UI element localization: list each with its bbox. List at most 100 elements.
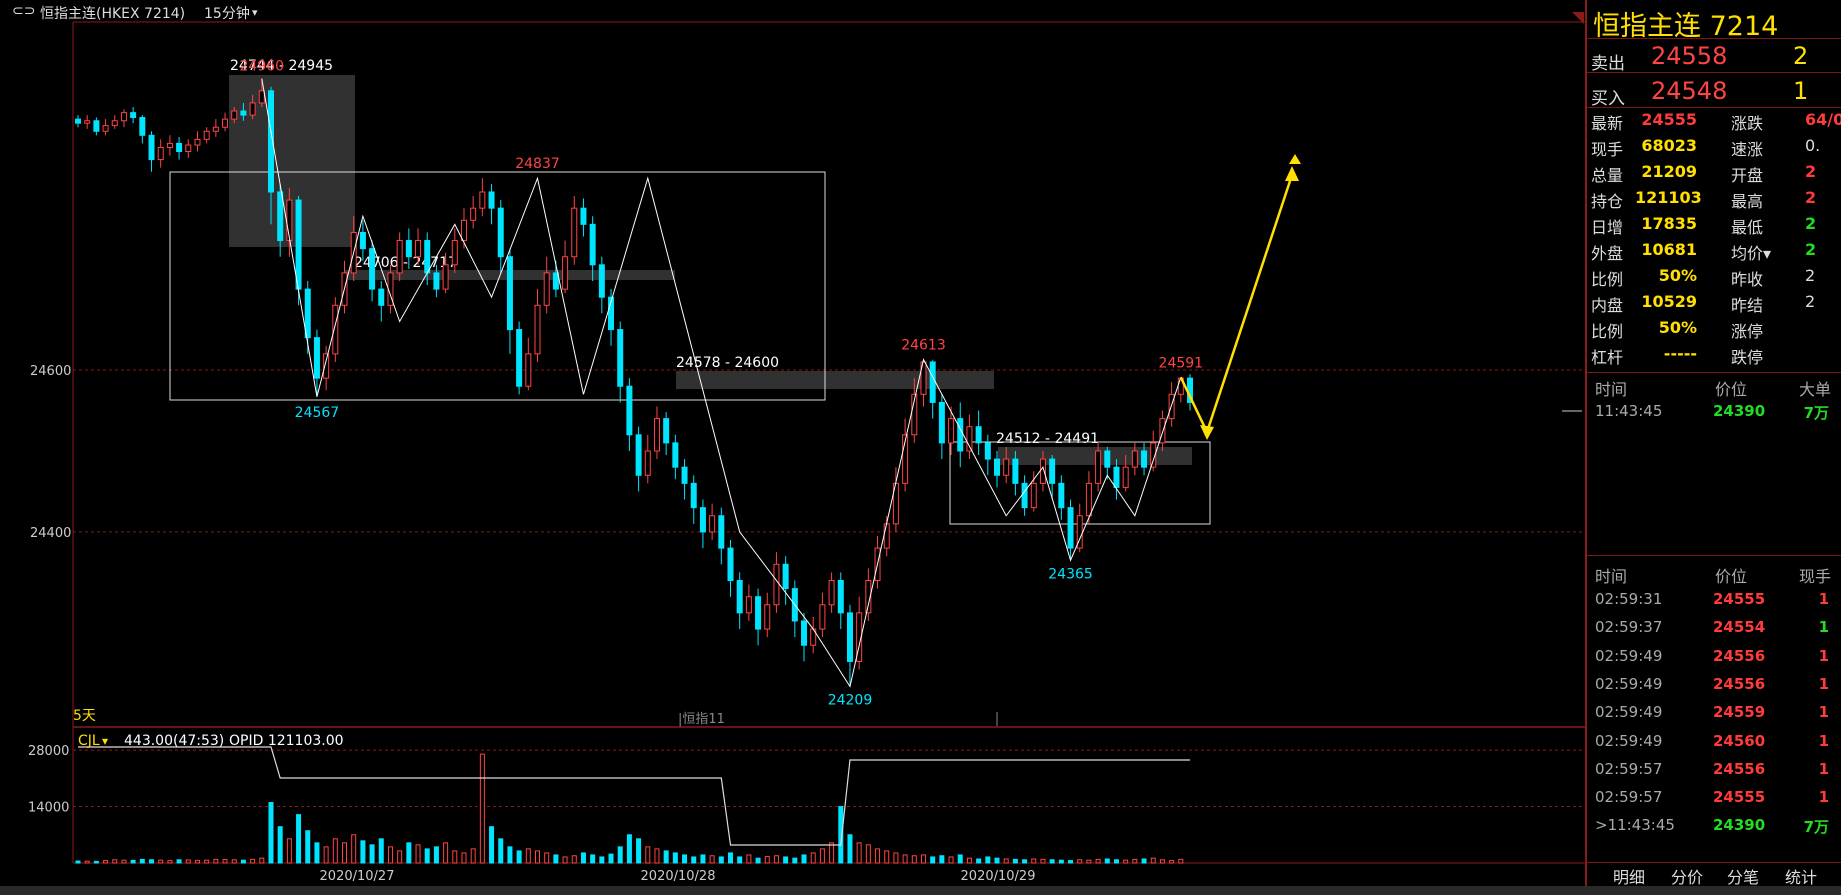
volume-bar	[884, 850, 890, 864]
zigzag-line	[261, 78, 1182, 688]
candle-body	[1021, 482, 1028, 509]
zone-label: 24706 - 24717	[354, 255, 457, 271]
target-marker	[1289, 154, 1301, 164]
candlestick-chart[interactable]: 24600 24400 24744 - 24945 24706 - 24717 2457…	[0, 0, 1585, 895]
candle-body	[938, 401, 945, 444]
volume-bar	[397, 850, 403, 864]
candle-body	[323, 353, 330, 379]
candle-body	[773, 563, 780, 606]
volume-bar	[838, 806, 844, 864]
quote-label: 杠杆	[1591, 348, 1624, 367]
tick-price: 24555	[1713, 590, 1766, 608]
volume-bar	[103, 860, 109, 864]
volume-bar	[305, 830, 311, 864]
volume-bar	[250, 858, 256, 864]
volume-bar	[415, 844, 421, 864]
tick-vol: 1	[1818, 646, 1829, 665]
quote-value: 50%	[1658, 318, 1697, 337]
candle-body	[148, 134, 155, 161]
big-order-vol: 7万	[1803, 404, 1829, 422]
price-zone	[676, 371, 994, 389]
tick-vol-header: 现手	[1799, 567, 1832, 586]
candle-body	[313, 337, 320, 379]
volume-bar	[351, 834, 357, 864]
candle-body	[911, 393, 918, 436]
candle-body	[1076, 515, 1083, 549]
volume-bar	[507, 846, 513, 864]
volume-stats: 443.00(47:53)	[124, 733, 224, 749]
candle-body	[120, 112, 127, 122]
candle-body	[681, 466, 688, 484]
big-order-time-header: 时间	[1595, 380, 1628, 399]
volume-bar	[443, 842, 449, 864]
opid-label: OPID 121103.00	[229, 733, 344, 749]
peak-label: 24613	[901, 338, 946, 354]
candle-body	[249, 102, 256, 116]
volume-bar	[268, 802, 274, 864]
volume-bar	[737, 856, 743, 864]
candle-body	[378, 288, 385, 306]
tab-price-split[interactable]: 分价	[1671, 868, 1704, 887]
quote-label: 外盘	[1591, 244, 1624, 263]
volume-bar	[626, 834, 632, 864]
quote-value: 21209	[1641, 162, 1697, 181]
period-selector[interactable]: 15分钟	[204, 6, 250, 22]
candle-body	[1085, 482, 1092, 517]
volume-bar	[590, 854, 596, 864]
volume-bar	[231, 859, 237, 864]
candle-body	[644, 450, 651, 476]
volume-bar	[1169, 860, 1175, 864]
quote-value: 2	[1805, 266, 1816, 285]
candle-body	[745, 596, 752, 614]
volume-bar	[957, 854, 963, 864]
projection-arrow	[1179, 174, 1294, 436]
peak-label: 24365	[1048, 566, 1093, 582]
tick-price: 24556	[1713, 759, 1766, 778]
tab-stats[interactable]: 统计	[1785, 868, 1818, 887]
candle-body	[479, 191, 486, 209]
volume-bar	[259, 857, 265, 864]
volume-bar	[323, 846, 329, 864]
quote-label: 均价▾	[1731, 244, 1772, 263]
tick-time-header: 时间	[1595, 567, 1628, 586]
divider	[1587, 862, 1841, 863]
candle-body	[856, 612, 863, 662]
quote-label: 最低	[1731, 218, 1764, 237]
volume-bar	[378, 838, 384, 864]
volume-bar	[691, 856, 697, 864]
volume-bar	[1040, 858, 1046, 864]
candle-body	[1030, 482, 1037, 509]
candle-body	[975, 426, 982, 444]
volume-bar	[819, 848, 825, 864]
divider	[1587, 555, 1841, 556]
tab-trades[interactable]: 分笔	[1727, 868, 1760, 887]
candle-body	[543, 272, 550, 306]
volume-bar	[222, 859, 228, 864]
tick-time: 02:59:57	[1595, 759, 1663, 778]
volume-bar	[1031, 858, 1037, 864]
chart-header: ⊂⊃ 恒指主连(HKEX 7214) 15分钟 ▾	[0, 0, 1585, 22]
candle-body	[653, 418, 660, 452]
candle-body	[497, 207, 504, 258]
tick-vol: 1	[1818, 674, 1829, 693]
candle-body	[617, 329, 624, 387]
link-icon[interactable]: ⊂⊃	[12, 3, 36, 19]
candle-body	[690, 482, 697, 509]
volume-bar	[84, 860, 90, 864]
y-tick-label: 24600	[30, 364, 71, 379]
chevron-down-icon[interactable]: ▾	[252, 6, 258, 19]
quote-label: 最高	[1731, 192, 1764, 211]
tab-detail[interactable]: 明细	[1613, 868, 1646, 887]
x-tick-label: 2020/10/28	[641, 869, 716, 884]
candle-body	[1150, 442, 1157, 468]
volume-bar	[525, 848, 531, 864]
volume-bar	[727, 852, 733, 864]
tick-price: 24390	[1713, 816, 1766, 835]
quote-value: -----	[1663, 344, 1697, 363]
volume-bar	[783, 856, 789, 864]
candle-body	[130, 112, 137, 119]
x-tick-label: 2020/10/27	[320, 869, 395, 884]
candle-body	[277, 191, 284, 242]
candle-body	[828, 579, 835, 606]
volume-bar	[700, 854, 706, 864]
